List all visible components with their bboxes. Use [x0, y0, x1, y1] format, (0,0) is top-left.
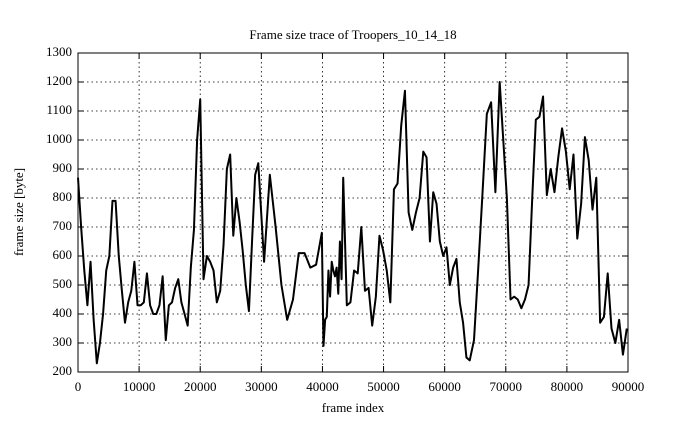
x-tick-label: 30000	[245, 379, 278, 394]
y-tick-label: 1100	[46, 102, 72, 117]
y-tick-label: 600	[53, 247, 73, 262]
x-tick-label: 90000	[612, 379, 645, 394]
chart-title: Frame size trace of Troopers_10_14_18	[249, 27, 456, 42]
y-axis-label: frame size [byte]	[11, 168, 26, 256]
x-tick-label: 0	[75, 379, 82, 394]
x-axis-label: frame index	[322, 400, 385, 415]
y-tick-label: 700	[53, 218, 73, 233]
y-tick-label: 1000	[46, 131, 72, 146]
x-tick-label: 80000	[551, 379, 584, 394]
x-tick-label: 60000	[428, 379, 461, 394]
y-tick-label: 400	[53, 305, 73, 320]
x-tick-label: 40000	[306, 379, 339, 394]
data-line	[77, 81, 628, 365]
y-tick-label: 1200	[46, 73, 72, 88]
y-tick-label: 1300	[46, 44, 72, 59]
plot-frame	[77, 52, 629, 373]
y-tick-label: 300	[53, 334, 73, 349]
x-tick-label: 70000	[490, 379, 523, 394]
y-tick-label: 200	[53, 363, 73, 378]
x-tick-label: 10000	[123, 379, 156, 394]
y-tick-label: 800	[53, 189, 73, 204]
x-tick-label: 50000	[367, 379, 400, 394]
y-tick-label: 500	[53, 276, 73, 291]
x-tick-label: 20000	[184, 379, 217, 394]
y-tick-label: 900	[53, 160, 73, 175]
